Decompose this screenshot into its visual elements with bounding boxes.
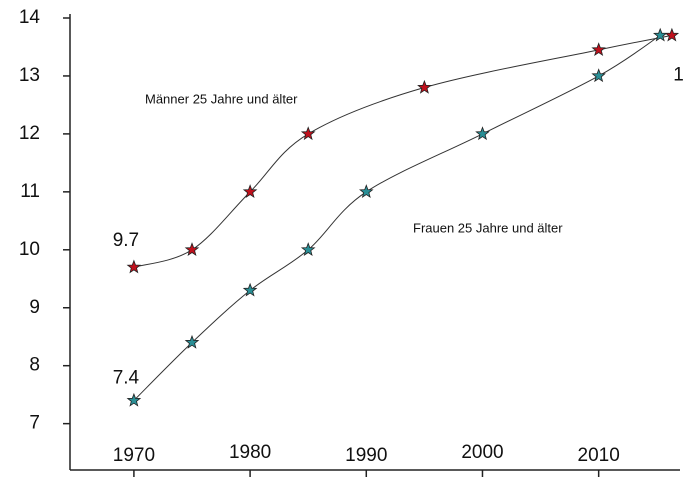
line [133, 34, 661, 401]
point [242, 184, 258, 199]
series-label: Frauen 25 Jahre und älter [413, 220, 563, 235]
point [417, 79, 432, 94]
point [126, 259, 142, 274]
x-tick-label: 1980 [229, 442, 271, 463]
point [242, 282, 258, 297]
y-tick-label: 13 [19, 65, 40, 86]
data-label: 7.4 [113, 367, 140, 388]
point [664, 27, 680, 42]
y-tick-label: 7 [29, 413, 40, 434]
y-tick-label: 8 [29, 355, 40, 376]
point [126, 392, 142, 407]
point [300, 126, 316, 141]
point [184, 334, 200, 349]
point [475, 126, 490, 141]
y-tick-label: 14 [19, 7, 41, 28]
y-tick-label: 12 [19, 123, 40, 144]
point [591, 68, 606, 83]
y-tick-label: 9 [29, 297, 40, 318]
point [184, 242, 200, 257]
y-tick-label: 11 [20, 181, 40, 202]
point [652, 27, 668, 42]
line [133, 34, 672, 268]
x-tick-label: 2000 [461, 442, 503, 463]
point [359, 184, 374, 199]
data-label: 14 [673, 64, 684, 85]
x-tick-label: 1990 [345, 445, 387, 466]
y-tick-label: 10 [19, 239, 40, 260]
x-tick-label: 1970 [113, 445, 155, 466]
data-label: 9.7 [113, 230, 139, 251]
x-tick-label: 2010 [578, 445, 620, 466]
point [591, 42, 606, 57]
point [300, 242, 316, 257]
series-label: Männer 25 Jahre und älter [145, 91, 298, 106]
